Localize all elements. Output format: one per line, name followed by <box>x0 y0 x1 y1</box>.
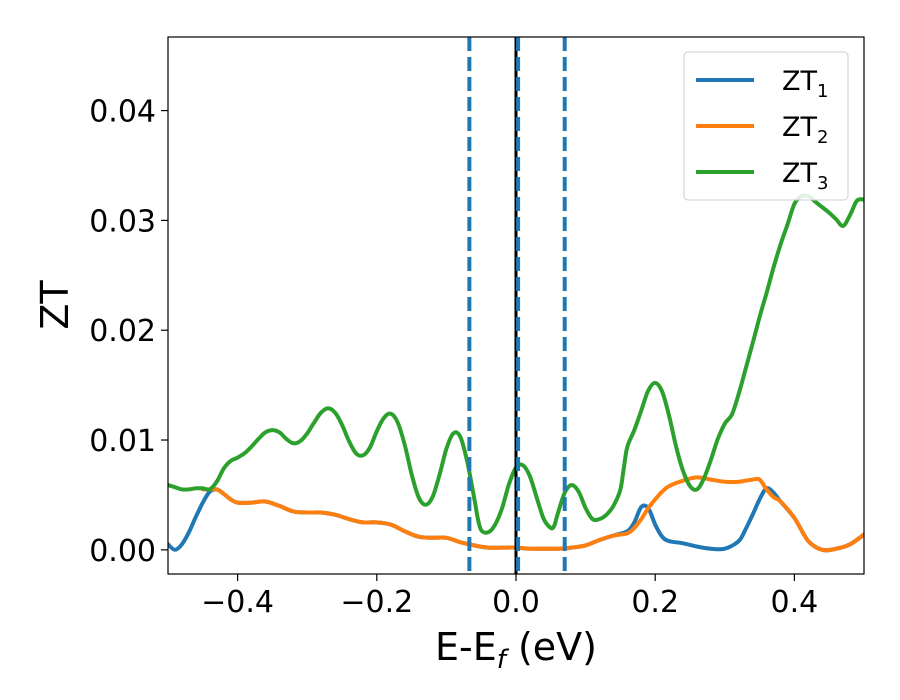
x-axis-label-unit: (eV) <box>506 625 597 669</box>
y-tick-label: 0.00 <box>89 534 156 569</box>
x-axis: −0.4 −0.2 0.0 0.2 0.4 <box>201 574 818 620</box>
y-tick-label: 0.03 <box>89 204 156 239</box>
legend-box <box>683 51 849 201</box>
legend: ZT1 ZT2 ZT3 <box>683 51 849 201</box>
x-axis-label: E-Ef (eV) <box>435 625 597 675</box>
y-tick-label: 0.04 <box>89 95 156 130</box>
legend-label-zt2: ZT2 <box>782 112 828 148</box>
x-tick-label: −0.2 <box>340 585 413 620</box>
legend-label-zt1: ZT1 <box>782 66 828 102</box>
y-axis-label: ZT <box>33 280 77 330</box>
x-tick-label: 0.2 <box>631 585 679 620</box>
legend-label-zt3: ZT3 <box>782 158 828 194</box>
y-axis: 0.00 0.01 0.02 0.03 0.04 <box>89 95 168 569</box>
x-tick-label: 0.4 <box>771 585 819 620</box>
x-tick-label: 0.0 <box>492 585 540 620</box>
y-tick-label: 0.01 <box>89 424 156 459</box>
y-tick-label: 0.02 <box>89 314 156 349</box>
reference-lines <box>467 37 567 574</box>
plot-frame <box>167 36 865 575</box>
x-tick-label: −0.4 <box>201 585 274 620</box>
x-axis-label-main: E-E <box>435 625 497 669</box>
